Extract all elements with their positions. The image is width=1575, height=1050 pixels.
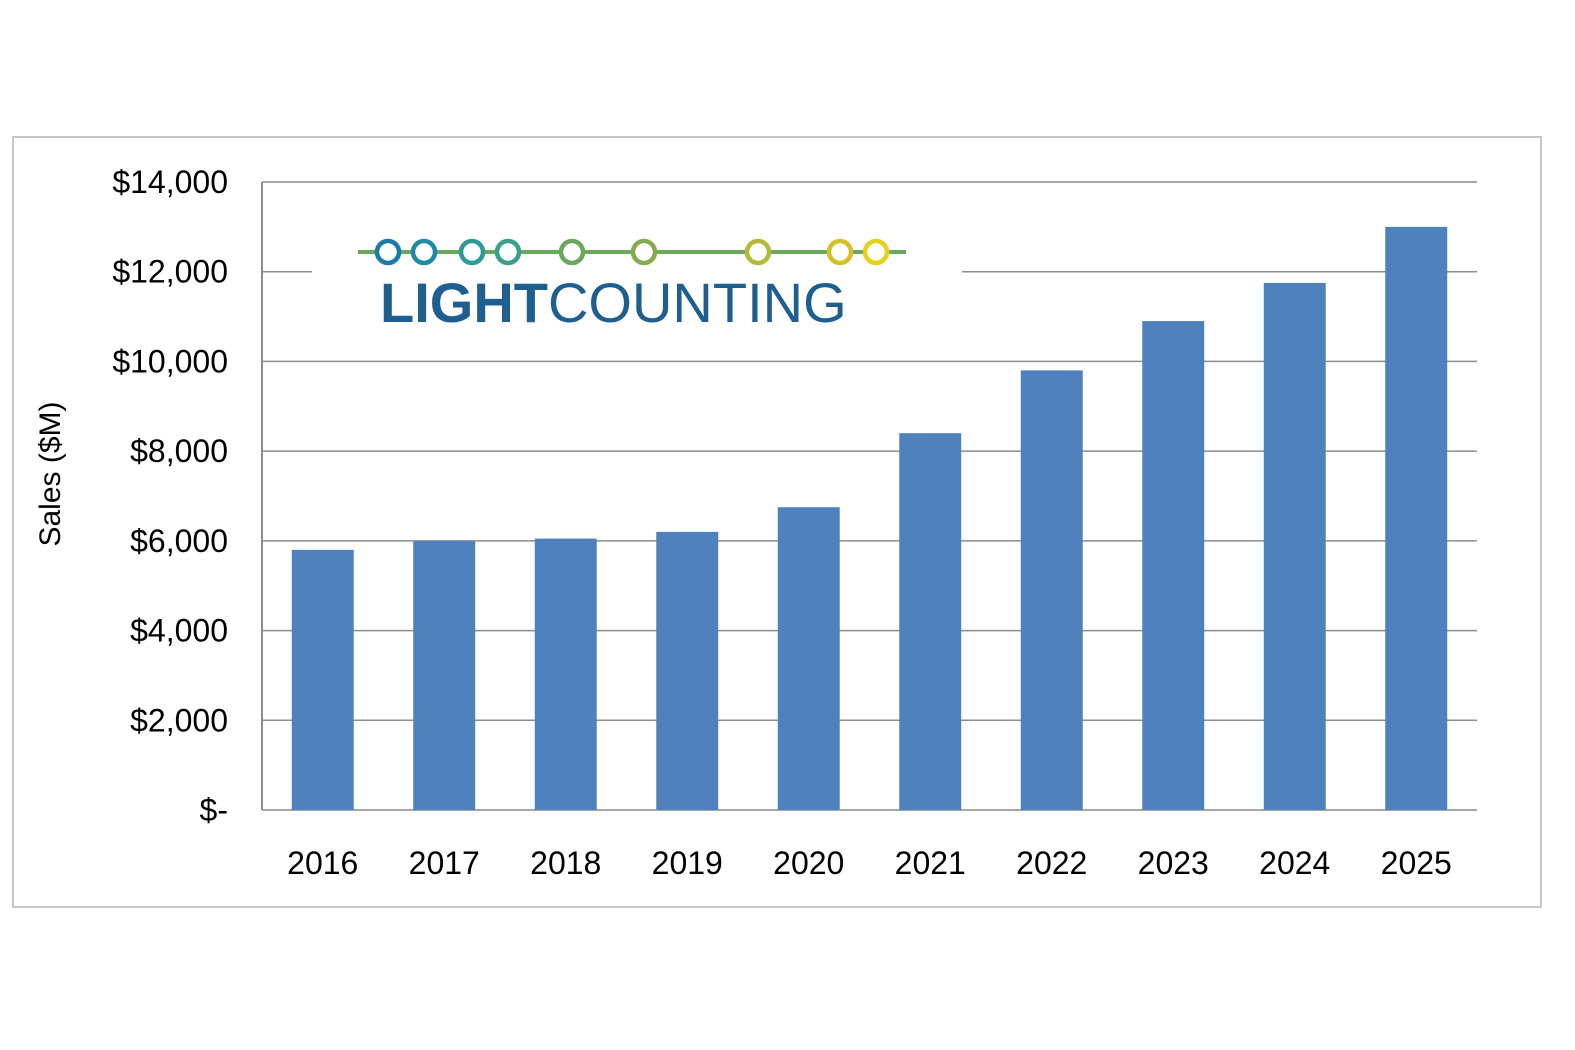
bar-2017 — [413, 540, 476, 810]
x-tick-label: 2017 — [409, 845, 480, 881]
x-tick-label: 2023 — [1138, 845, 1209, 881]
bar-2016 — [291, 549, 354, 810]
y-tick-label: $12,000 — [112, 254, 228, 290]
y-axis-label: Sales ($M) — [34, 401, 67, 546]
bar-2018 — [534, 538, 597, 810]
y-tick-labels: $- $2,000 $4,000 $6,000 $8,000 $10,000 $12,000… — [112, 164, 228, 828]
bar-2024 — [1263, 282, 1326, 810]
bar-2019 — [656, 531, 719, 810]
x-tick-label: 2019 — [652, 845, 723, 881]
logo-dot — [494, 238, 522, 266]
logo-dot — [630, 238, 658, 266]
logo-dot — [862, 238, 890, 266]
logo-text-bold: LIGHT — [380, 271, 548, 334]
bar-2021 — [899, 433, 962, 810]
logo-dot — [558, 238, 586, 266]
y-tick-label: $4,000 — [130, 613, 228, 649]
x-tick-label: 2021 — [895, 845, 966, 881]
y-tick-label: $2,000 — [130, 702, 228, 738]
logo-dot — [410, 238, 438, 266]
y-tick-label: $8,000 — [130, 433, 228, 469]
bars — [291, 226, 1448, 810]
y-tick-label: $10,000 — [112, 343, 228, 379]
x-tick-label: 2024 — [1259, 845, 1330, 881]
y-tick-label: $14,000 — [112, 164, 228, 200]
lightcounting-logo: LIGHTCOUNTING — [312, 222, 962, 340]
logo-text-light: COUNTING — [548, 271, 847, 334]
logo-dot — [458, 238, 486, 266]
logo-dot — [826, 238, 854, 266]
x-tick-label: 2018 — [530, 845, 601, 881]
x-tick-label: 2016 — [287, 845, 358, 881]
bar-2023 — [1142, 321, 1205, 810]
bar-2020 — [777, 507, 840, 810]
y-tick-label: $- — [200, 792, 228, 828]
logo-dots — [374, 238, 890, 266]
x-tick-label: 2020 — [773, 845, 844, 881]
bar-2022 — [1020, 370, 1083, 810]
bar-2025 — [1385, 226, 1448, 810]
logo-dot — [374, 238, 402, 266]
logo-dot — [744, 238, 772, 266]
logo-wordmark: LIGHTCOUNTING — [380, 271, 847, 334]
y-tick-label: $6,000 — [130, 523, 228, 559]
x-tick-label: 2022 — [1016, 845, 1087, 881]
x-tick-label: 2025 — [1381, 845, 1452, 881]
x-tick-labels: 2016 2017 2018 2019 2020 2021 2022 2023 2024 2025 — [287, 845, 1452, 881]
